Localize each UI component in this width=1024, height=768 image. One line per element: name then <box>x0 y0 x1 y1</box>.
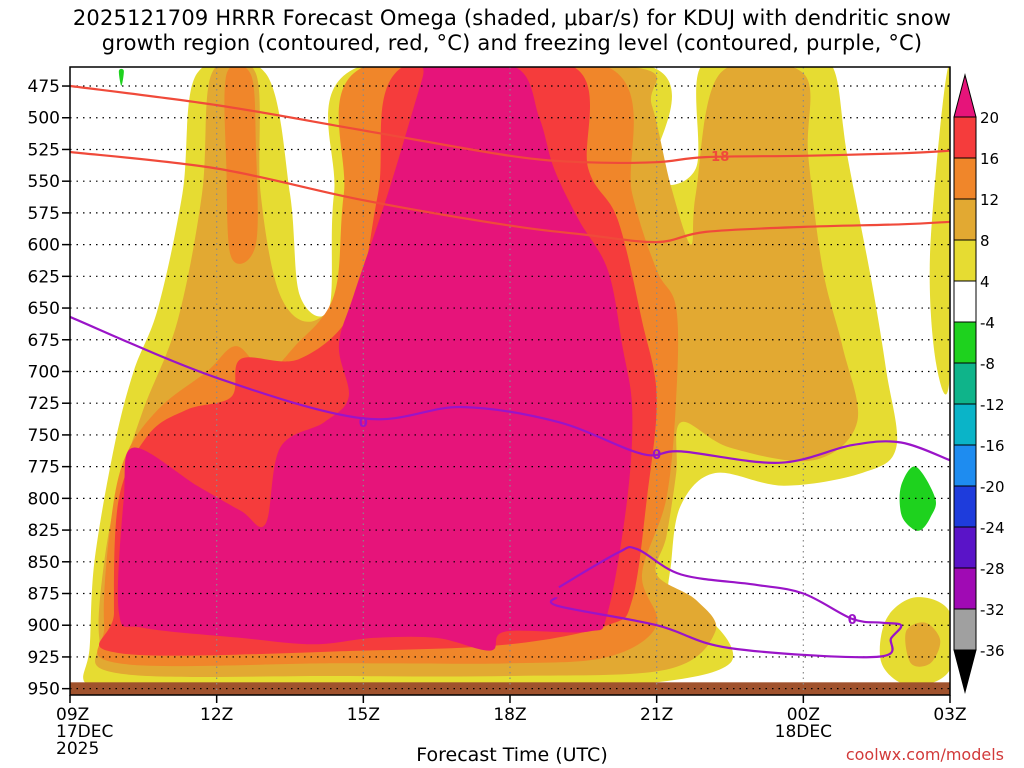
colorbar-label: -36 <box>980 642 1005 660</box>
x-tick-label: 21Z <box>640 705 673 725</box>
chart-title: 2025121709 HRRR Forecast Omega (shaded, … <box>0 6 1024 56</box>
y-tick-label: 600 <box>28 236 60 256</box>
y-tick-label: 700 <box>28 362 60 382</box>
colorbar-label: -16 <box>980 437 1005 455</box>
omega-region-8 <box>117 67 633 651</box>
credit-text: coolwx.com/models <box>845 745 1004 764</box>
y-tick-label: 675 <box>28 331 60 351</box>
y-tick-label: 475 <box>28 77 60 97</box>
y-tick-label: 525 <box>28 140 60 160</box>
omega-region-10 <box>899 466 936 531</box>
dgz-contour-label: 18 <box>711 150 729 165</box>
omega-region-4 <box>905 622 941 667</box>
colorbar-bin <box>953 280 977 323</box>
title-line-1: 2025121709 HRRR Forecast Omega (shaded, … <box>72 6 952 30</box>
colorbar-label: -28 <box>980 560 1005 578</box>
dgz-contour-0 <box>70 84 950 164</box>
x-tick-label: 12Z <box>200 705 233 725</box>
y-tick-label: 850 <box>28 553 60 573</box>
colorbar-bin <box>953 485 977 528</box>
omega-region-1 <box>929 67 950 395</box>
colorbar-top-arrow <box>953 73 977 118</box>
omega-region-9 <box>118 68 124 86</box>
colorbar-bin <box>953 362 977 405</box>
freezing-contour-label: 0 <box>652 448 661 463</box>
colorbar-bin <box>953 116 977 159</box>
y-tick-label: 925 <box>28 648 60 668</box>
colorbar-bin <box>953 567 977 610</box>
colorbar-label: -20 <box>980 478 1005 496</box>
colorbar-label: -8 <box>980 355 995 373</box>
colorbar-label: 12 <box>980 191 999 209</box>
freezing-contour-0 <box>70 315 950 464</box>
y-tick-label: 725 <box>28 394 60 414</box>
x-tick-label: 15Z <box>347 705 380 725</box>
y-tick-label: 750 <box>28 426 60 446</box>
x-tick-label: 00Z <box>787 705 820 725</box>
title-line-2: growth region (contoured, red, °C) and f… <box>101 31 923 55</box>
x-axis-label: Forecast Time (UTC) <box>416 744 608 766</box>
colorbar-bin <box>953 157 977 200</box>
colorbar-label: -32 <box>980 601 1005 619</box>
x-tick-sublabel: 17DEC <box>56 722 113 742</box>
y-tick-label: 900 <box>28 616 60 636</box>
colorbar-bin <box>953 239 977 282</box>
x-tick-year: 2025 <box>56 739 99 759</box>
freezing-contour-label: 0 <box>848 613 857 628</box>
colorbar-bin <box>953 198 977 241</box>
y-tick-label: 625 <box>28 267 60 287</box>
freezing-contour-1 <box>549 545 903 659</box>
colorbar-label: -12 <box>980 396 1005 414</box>
y-tick-label: 500 <box>28 109 60 129</box>
colorbar-bin <box>953 403 977 446</box>
colorbar-bin <box>953 444 977 487</box>
y-tick-label: 950 <box>28 680 60 700</box>
colorbar-label: 4 <box>980 273 990 291</box>
y-tick-label: 800 <box>28 489 60 509</box>
colorbar-bin <box>953 608 977 651</box>
y-tick-label: 875 <box>28 585 60 605</box>
colorbar-bottom-arrow <box>953 649 977 694</box>
y-tick-label: 575 <box>28 204 60 224</box>
dgz-contour-1 <box>70 150 950 244</box>
x-tick-label: 18Z <box>493 705 526 725</box>
x-tick-label: 03Z <box>933 705 966 725</box>
colorbar-label: 16 <box>980 150 999 168</box>
y-tick-label: 650 <box>28 299 60 319</box>
omega-region-6 <box>224 67 258 264</box>
colorbar-label: -4 <box>980 314 995 332</box>
colorbar-label: 20 <box>980 109 999 127</box>
freezing-contour-label: 0 <box>359 416 368 431</box>
x-tick-label: 09Z <box>56 705 89 725</box>
colorbar-bin <box>953 321 977 364</box>
y-tick-label: 550 <box>28 172 60 192</box>
colorbar-label: -24 <box>980 519 1005 537</box>
y-tick-label: 825 <box>28 521 60 541</box>
x-tick-sublabel: 18DEC <box>775 722 832 742</box>
y-tick-label: 775 <box>28 458 60 478</box>
colorbar-bin <box>953 526 977 569</box>
colorbar-label: 8 <box>980 232 990 250</box>
